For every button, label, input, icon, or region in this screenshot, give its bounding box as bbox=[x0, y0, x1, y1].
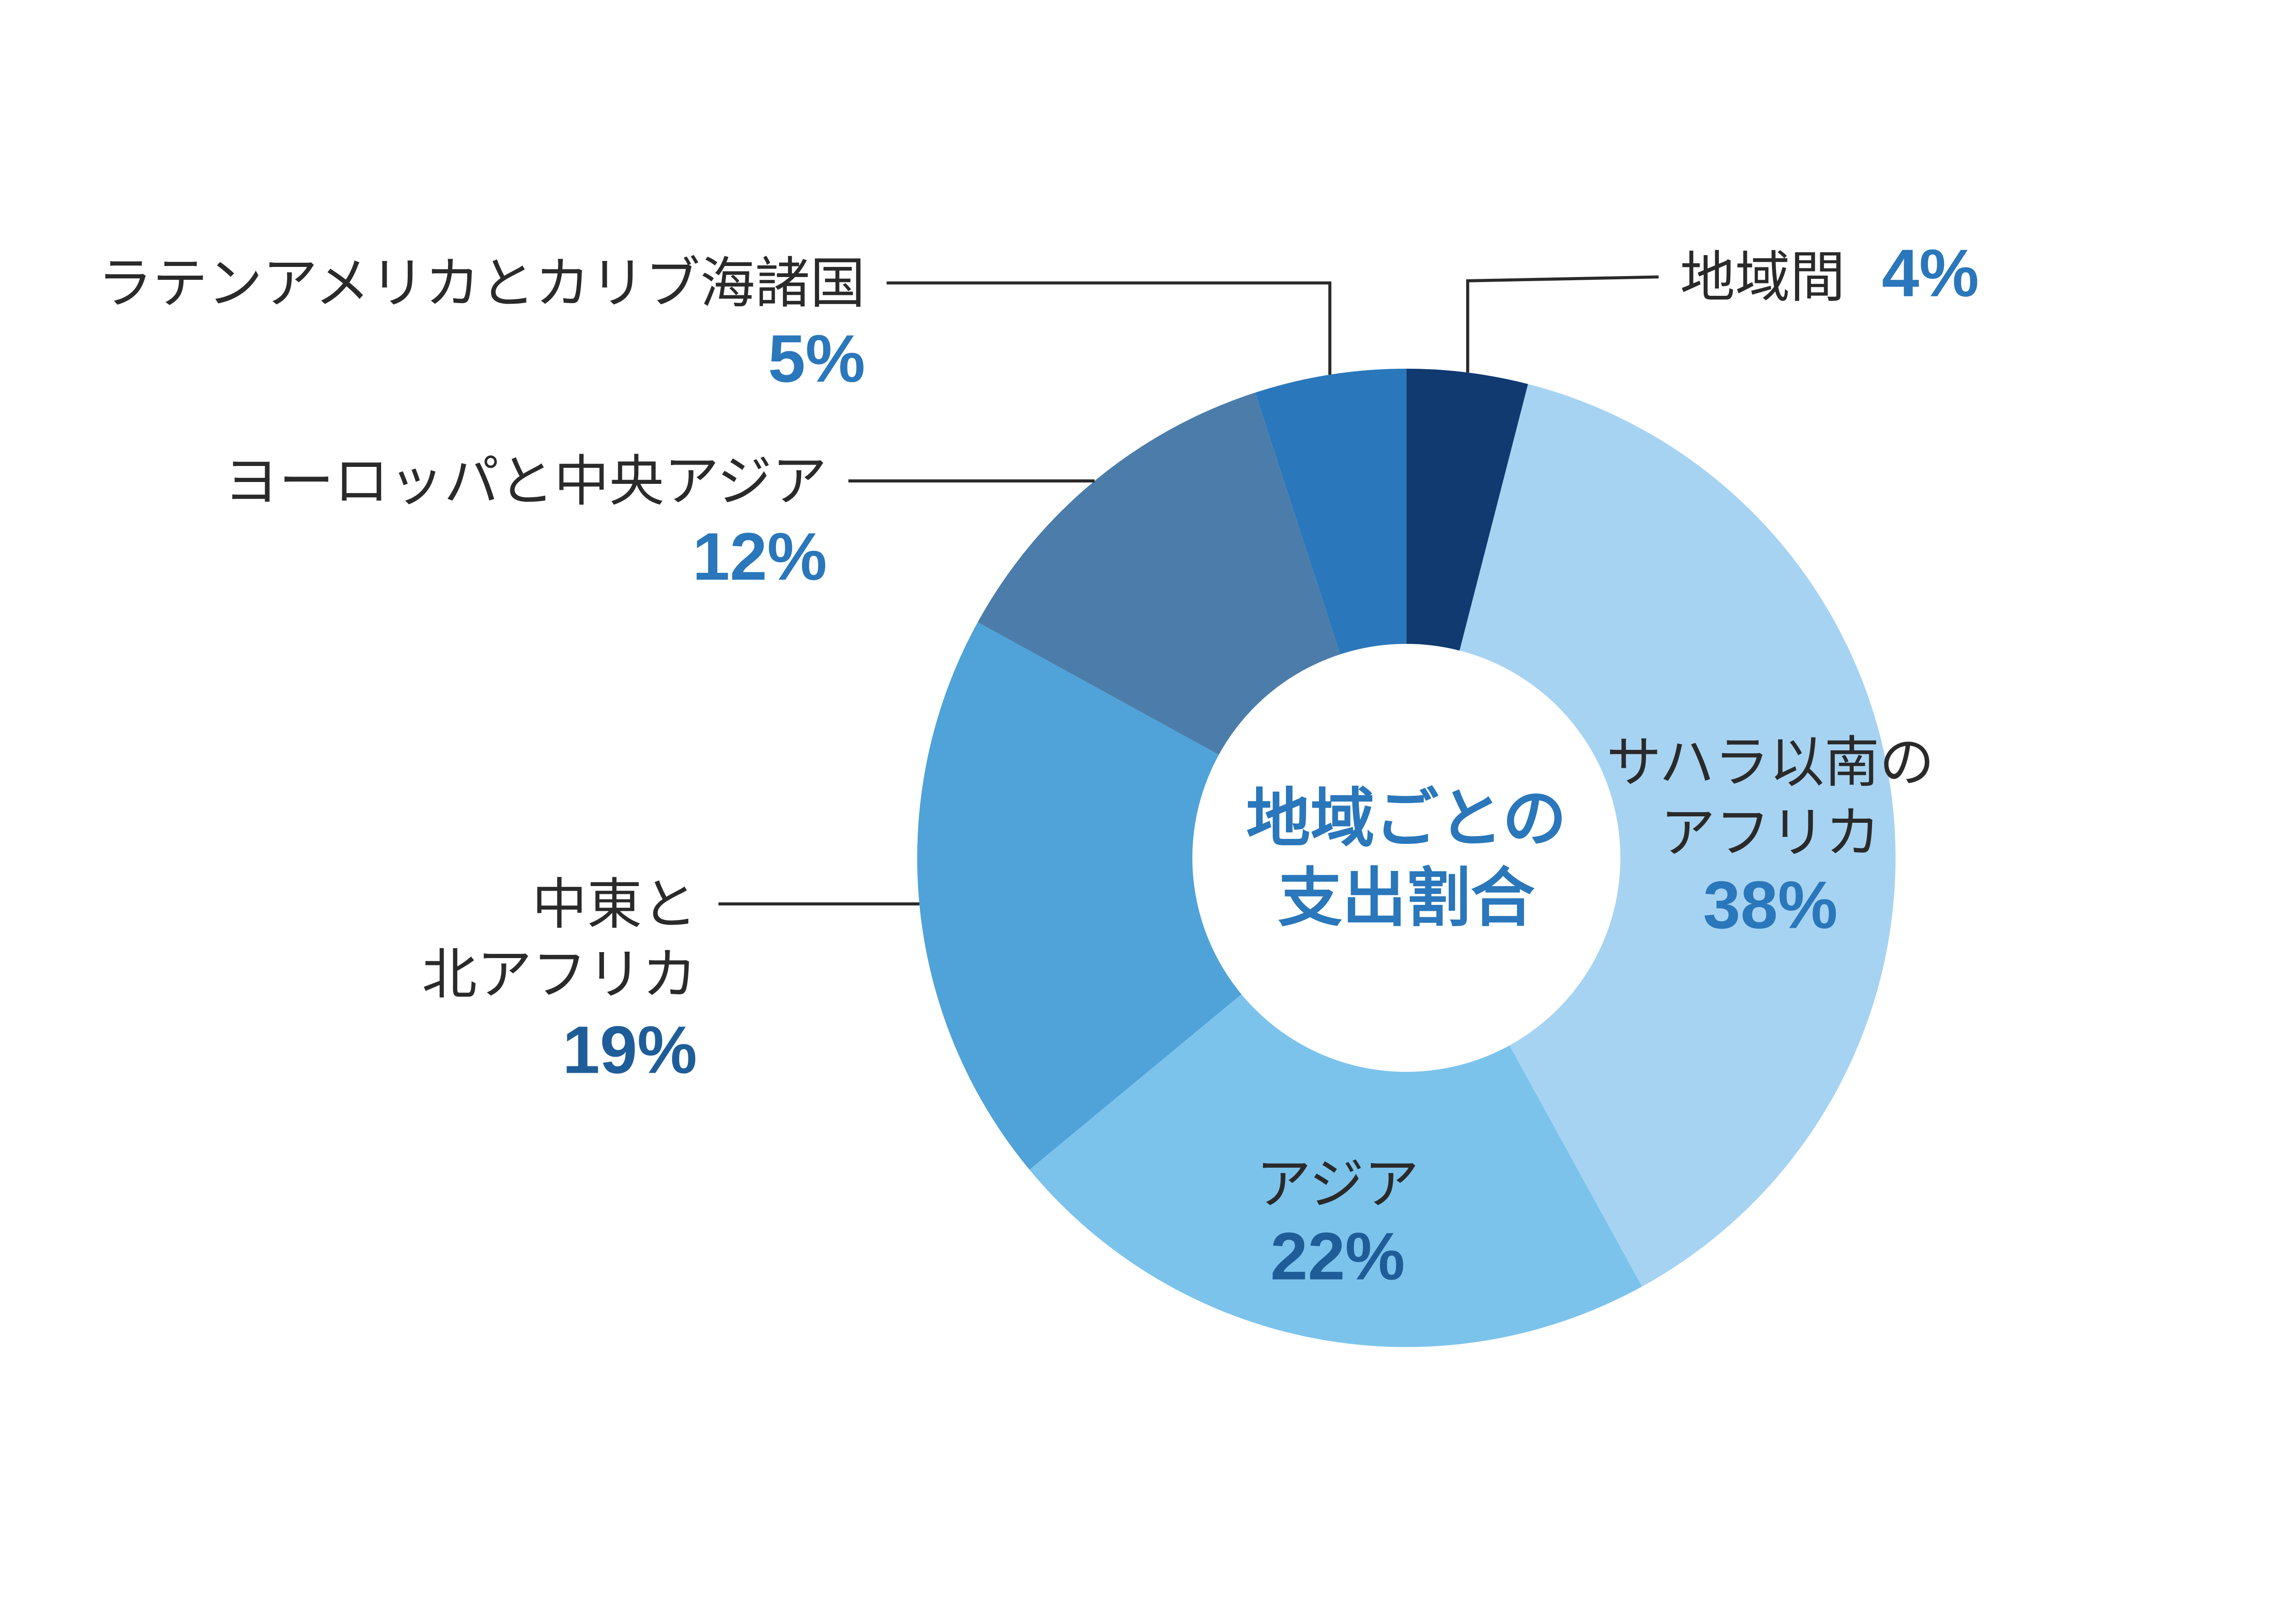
center-title-line2: 支出割合 bbox=[1278, 862, 1535, 934]
label-pct: 19% bbox=[562, 1013, 697, 1088]
label-text: 地域間 bbox=[1680, 247, 1845, 308]
label-text: ラテンアメリカとカリブ海諸国 bbox=[98, 253, 865, 314]
label-pct: 22% bbox=[1270, 1219, 1405, 1294]
leader-line bbox=[1468, 277, 1658, 372]
label-text: ヨーロッパと中央アジア bbox=[224, 451, 827, 512]
label-lac: ラテンアメリカとカリブ海諸国 5% bbox=[98, 253, 1330, 396]
label-pct: 38% bbox=[1703, 868, 1838, 943]
center-title-line1: 地域ごとの bbox=[1246, 782, 1567, 854]
label-text: アフリカ bbox=[1660, 802, 1880, 864]
label-pct: 12% bbox=[692, 519, 827, 594]
label-interregional: 地域間 4% bbox=[1468, 236, 1979, 372]
label-text: 中東と bbox=[532, 874, 697, 935]
label-asia: アジア22% bbox=[1256, 1153, 1419, 1294]
label-europe_central_asia: ヨーロッパと中央アジア 12% bbox=[224, 451, 1095, 594]
label-mena: 中東と北アフリカ 19% bbox=[422, 874, 919, 1088]
label-text: 北アフリカ bbox=[422, 944, 697, 1005]
donut-chart: 地域間 4% サハラ以南のアフリカ38% アジア22% 中東と北アフリカ 19% ヨーロッパ… bbox=[0, 0, 2293, 1624]
leader-line bbox=[886, 283, 1329, 375]
label-text: サハラ以南の bbox=[1606, 732, 1934, 793]
label-text: アジア bbox=[1256, 1153, 1419, 1215]
label-pct: 5% bbox=[768, 321, 865, 396]
label-pct: 4% bbox=[1882, 236, 1979, 311]
